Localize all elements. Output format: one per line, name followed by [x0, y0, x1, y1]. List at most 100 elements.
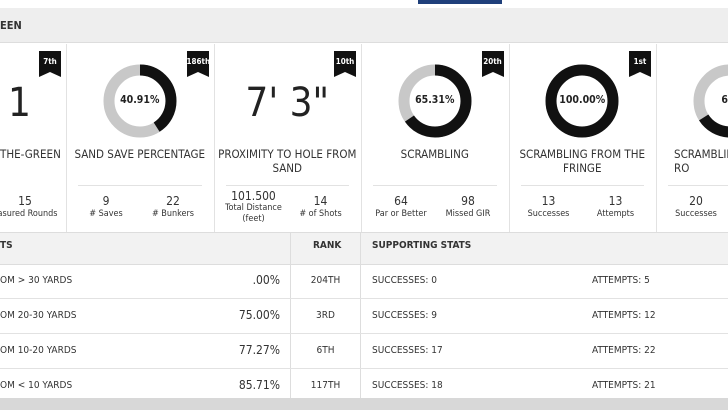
card-divider — [656, 44, 657, 232]
rank-label: 7th — [43, 57, 57, 66]
stat-value: 14 — [313, 194, 328, 208]
column-header: TS — [0, 240, 13, 251]
stat-label: easured Rounds — [0, 209, 58, 219]
card-label: SAND SAVE PERCENTAGE — [74, 147, 206, 161]
card-label: RO — [674, 161, 690, 175]
donut-value: 40.91% — [120, 94, 160, 106]
donut — [398, 64, 472, 138]
donut — [103, 64, 177, 138]
card-label: SCRAMBLIN — [674, 147, 728, 161]
badge-shape — [629, 51, 651, 77]
rank-badge — [481, 51, 504, 77]
card-divider — [213, 44, 215, 232]
supporting-stat: SUCCESSES: 17 — [372, 345, 443, 356]
stat-divider — [225, 185, 349, 186]
supporting-stat: SUCCESSES: 9 — [372, 310, 437, 321]
donut — [693, 64, 728, 138]
rank: 204TH — [310, 275, 341, 286]
stat-label: # Bunkers — [151, 209, 195, 219]
row-divider — [0, 333, 728, 334]
big-value: 7' 3" — [245, 80, 330, 126]
donut-value: 100.00% — [559, 94, 606, 106]
stat-value: 75.00% — [238, 308, 280, 322]
rank: 6TH — [316, 345, 335, 356]
table-header — [0, 232, 728, 265]
stat-label: # of Shots — [299, 209, 342, 219]
supporting-stat: SUCCESSES: 0 — [372, 275, 437, 286]
active-tab-indicator — [418, 0, 502, 4]
donut-arc — [545, 64, 619, 138]
stat-divider — [373, 185, 497, 186]
stat-value: 64 — [394, 194, 408, 208]
column-header: RANK — [313, 240, 342, 251]
stat-divider — [520, 185, 644, 186]
stat-value: 20 — [689, 194, 703, 208]
column-header: SUPPORTING STATS — [372, 240, 472, 251]
card-label: PROXIMITY TO HOLE FROM — [218, 147, 357, 161]
card-label: SCRAMBLING FROM THE — [519, 147, 646, 161]
donut-value: 65.31% — [415, 94, 455, 106]
card-label: SAND — [272, 161, 303, 175]
rank-badge — [186, 51, 209, 77]
stat-name: OM < 10 YARDS — [0, 380, 73, 391]
supporting-stat: ATTEMPTS: 12 — [592, 310, 656, 321]
supporting-stat: ATTEMPTS: 21 — [592, 380, 656, 391]
donut-value: 66. — [721, 94, 728, 106]
stat-value: 9 — [102, 194, 110, 208]
rank-badge — [629, 51, 651, 77]
badge-shape — [186, 51, 209, 77]
badge-shape — [481, 51, 504, 77]
stat-name: OM > 30 YARDS — [0, 275, 73, 286]
donut-arc — [103, 64, 177, 138]
supporting-stat: SUCCESSES: 18 — [372, 380, 443, 391]
stat-label: Attempts — [596, 209, 635, 219]
rank-label: 10th — [335, 57, 355, 66]
rank-label: 1st — [633, 57, 647, 66]
section-title: EEN — [0, 19, 22, 32]
stat-label: # Saves — [89, 209, 123, 219]
stat-value: .00% — [252, 273, 280, 287]
stat-label: Missed GIR — [445, 209, 491, 219]
supporting-stat: ATTEMPTS: 5 — [592, 275, 650, 286]
rank-badge — [334, 51, 356, 77]
big-value: 1 — [8, 80, 31, 126]
stat-divider — [78, 185, 202, 186]
bottom-bar — [0, 398, 728, 410]
rank-badge — [39, 51, 61, 77]
row-divider — [0, 298, 728, 299]
card-divider — [361, 44, 362, 232]
stat-label: Total Distance (feet) — [225, 203, 282, 224]
card-divider — [508, 44, 510, 232]
rank: 117TH — [310, 380, 341, 391]
stat-value: 101.500 — [231, 189, 276, 203]
rank-label: 20th — [483, 57, 502, 66]
stat-value: 13 — [541, 194, 556, 208]
column-divider — [360, 232, 361, 402]
donut-arc — [398, 64, 472, 138]
stat-value: 22 — [166, 194, 180, 208]
card-label: FRINGE — [563, 161, 602, 175]
badge-shape — [39, 51, 61, 77]
rank: 3RD — [316, 310, 335, 321]
supporting-stat: ATTEMPTS: 22 — [592, 345, 656, 356]
donut — [545, 64, 619, 138]
stat-label: Par or Better — [375, 209, 427, 219]
card-label: SCRAMBLING — [400, 147, 469, 161]
stat-value: 98 — [461, 194, 475, 208]
stat-value: 15 — [18, 194, 32, 208]
stat-divider — [668, 185, 728, 186]
stat-label: Successes — [675, 209, 717, 219]
stat-value: 77.27% — [238, 343, 280, 357]
stat-name: OM 20-30 YARDS — [0, 310, 77, 321]
donut-track — [693, 64, 728, 138]
column-divider — [290, 232, 291, 402]
stat-value: 85.71% — [238, 378, 280, 392]
rank-label: 186th — [186, 57, 211, 66]
section-header — [0, 8, 728, 43]
stat-label: Successes — [527, 209, 570, 219]
row-divider — [0, 368, 728, 369]
stat-name: OM 10-20 YARDS — [0, 345, 77, 356]
stat-value: 13 — [608, 194, 623, 208]
badge-shape — [334, 51, 356, 77]
